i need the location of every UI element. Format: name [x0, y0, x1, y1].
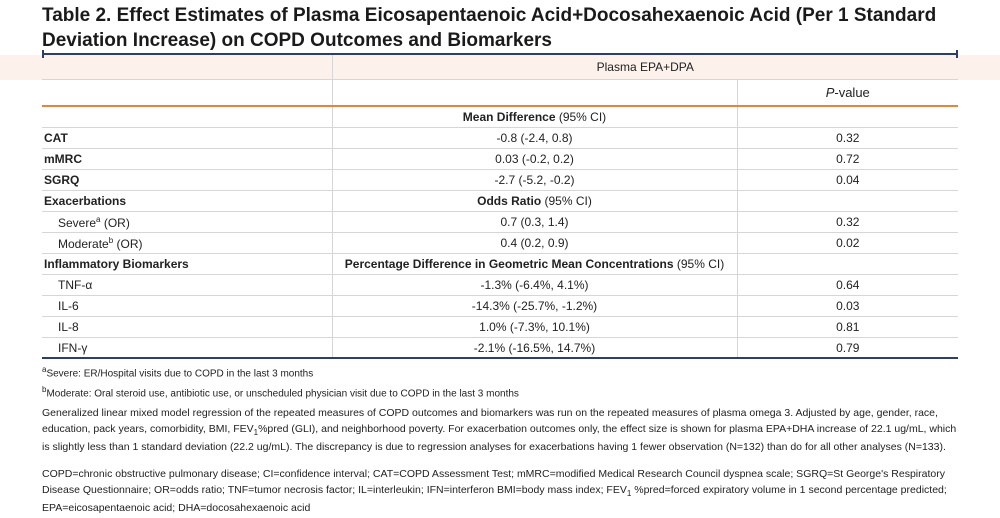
table-row: IL-6 -14.3% (-25.7%, -1.2%) 0.03 — [42, 295, 959, 317]
section-heading: Percentage Difference in Geometric Mean … — [331, 253, 737, 275]
header-row: Plasma EPA+DPA — [42, 55, 959, 80]
note: Generalized linear mixed model regressio… — [42, 406, 958, 456]
table-row: Exacerbations Odds Ratio (95% CI) — [42, 190, 959, 212]
row-label: mMRC — [42, 148, 332, 170]
table-row: mMRC 0.03 (-0.2, 0.2) 0.72 — [42, 148, 959, 170]
row-label: CAT — [42, 127, 332, 149]
text: Percentage Difference in Geometric Mean … — [344, 257, 674, 271]
text: %pred (GLI), and neighborhood poverty. F… — [42, 422, 957, 454]
script-mark: a — [96, 214, 101, 224]
row-label: TNF-α — [42, 274, 332, 296]
estimate: 0.4 (0.2, 0.9) — [331, 232, 737, 254]
script-mark: a — [42, 365, 47, 374]
footnote: bModerate: Oral steroid use, antibiotic … — [42, 382, 519, 402]
text: (OR) — [100, 215, 130, 230]
script-mark: 1 — [626, 488, 632, 498]
group-header: Plasma EPA+DPA — [331, 55, 959, 80]
cell — [42, 55, 332, 80]
text: Severe — [58, 215, 97, 230]
row-label: Exacerbations — [42, 190, 332, 212]
table-row: IL-8 1.0% (-7.3%, 10.1%) 0.81 — [42, 316, 959, 338]
pvalue-header: P-value — [736, 79, 959, 107]
table-body: Plasma EPA+DPA P-value Mean Difference (… — [42, 55, 959, 359]
header-row: P-value — [42, 79, 959, 107]
estimate: 1.0% (-7.3%, 10.1%) — [331, 316, 737, 338]
table-row: Mean Difference (95% CI) — [42, 106, 959, 128]
results-table: Plasma EPA+DPA P-value Mean Difference (… — [42, 55, 959, 359]
text: IFN-γ — [58, 341, 88, 355]
note: COPD=chronic obstructive pulmonary disea… — [42, 467, 958, 517]
text: (OR) — [113, 236, 143, 251]
text: Odds Ratio — [477, 194, 542, 208]
table-row: TNF-α -1.3% (-6.4%, 4.1%) 0.64 — [42, 274, 959, 296]
estimate: -14.3% (-25.7%, -1.2%) — [331, 295, 737, 317]
footnotes: aSevere: ER/Hospital visits due to COPD … — [42, 362, 519, 403]
p-value: 0.32 — [736, 211, 959, 233]
p-value — [736, 106, 959, 128]
text: %pred=forced expiratory volume in 1 seco… — [42, 483, 947, 515]
row-label: IL-6 — [42, 295, 332, 317]
text: Mean Difference — [462, 110, 556, 124]
row-label — [42, 106, 332, 128]
p-value: 0.81 — [736, 316, 959, 338]
table-row: Severea (OR) 0.7 (0.3, 1.4) 0.32 — [42, 211, 959, 233]
footnote: aSevere: ER/Hospital visits due to COPD … — [42, 362, 519, 382]
title-rule — [42, 53, 958, 55]
table-row: IFN-γ -2.1% (-16.5%, 14.7%) 0.79 — [42, 337, 959, 359]
table-title: Table 2. Effect Estimates of Plasma Eico… — [42, 5, 937, 51]
text: IL-6 — [58, 299, 79, 313]
row-label: SGRQ — [42, 169, 332, 191]
estimate: 0.7 (0.3, 1.4) — [331, 211, 737, 233]
p-value: 0.79 — [736, 337, 959, 359]
row-label: Severea (OR) — [42, 211, 332, 233]
section-heading: Odds Ratio (95% CI) — [331, 190, 737, 212]
text: Moderate — [58, 236, 109, 251]
estimate: 0.03 (-0.2, 0.2) — [331, 148, 737, 170]
p-value — [736, 190, 959, 212]
table-row: Moderateb (OR) 0.4 (0.2, 0.9) 0.02 — [42, 232, 959, 254]
row-label: Inflammatory Biomarkers — [42, 253, 332, 275]
text: (95% CI) — [541, 194, 592, 208]
text: IL-8 — [58, 320, 79, 334]
p-value: 0.02 — [736, 232, 959, 254]
p-value: 0.72 — [736, 148, 959, 170]
p-value: 0.03 — [736, 295, 959, 317]
script-mark: b — [108, 235, 114, 245]
text: (95% CI) — [555, 110, 607, 124]
script-mark: b — [42, 385, 47, 395]
row-label: IFN-γ — [42, 337, 332, 359]
rule-end — [956, 50, 958, 58]
row-label: Moderateb (OR) — [42, 232, 332, 254]
text: Severe: ER/Hospital visits due to COPD i… — [46, 368, 314, 380]
cell — [42, 79, 332, 107]
text: (95% CI) — [673, 257, 725, 271]
text: P — [825, 85, 835, 100]
table-row: CAT -0.8 (-2.4, 0.8) 0.32 — [42, 127, 959, 149]
rule-end — [42, 50, 44, 58]
table-row: SGRQ -2.7 (-5.2, -0.2) 0.04 — [42, 169, 959, 191]
text: Moderate: Oral steroid use, antibiotic u… — [46, 388, 519, 400]
p-value — [736, 253, 959, 275]
p-value: 0.04 — [736, 169, 959, 191]
text: -value — [834, 85, 870, 100]
section-heading: Mean Difference (95% CI) — [331, 106, 737, 128]
text: TNF-α — [58, 278, 93, 292]
script-mark: 1 — [253, 427, 259, 437]
p-value: 0.64 — [736, 274, 959, 296]
estimate: -1.3% (-6.4%, 4.1%) — [331, 274, 737, 296]
row-label: IL-8 — [42, 316, 332, 338]
text: COPD=chronic obstructive pulmonary disea… — [42, 468, 945, 496]
table-row: Inflammatory Biomarkers Percentage Differ… — [42, 253, 959, 275]
estimate: -2.1% (-16.5%, 14.7%) — [331, 337, 737, 359]
estimate: -2.7 (-5.2, -0.2) — [331, 169, 737, 191]
estimate: -0.8 (-2.4, 0.8) — [331, 127, 737, 149]
cell — [331, 79, 737, 107]
p-value: 0.32 — [736, 127, 959, 149]
bottom-rule — [42, 357, 958, 359]
text: Generalized linear mixed model regressio… — [42, 407, 938, 435]
